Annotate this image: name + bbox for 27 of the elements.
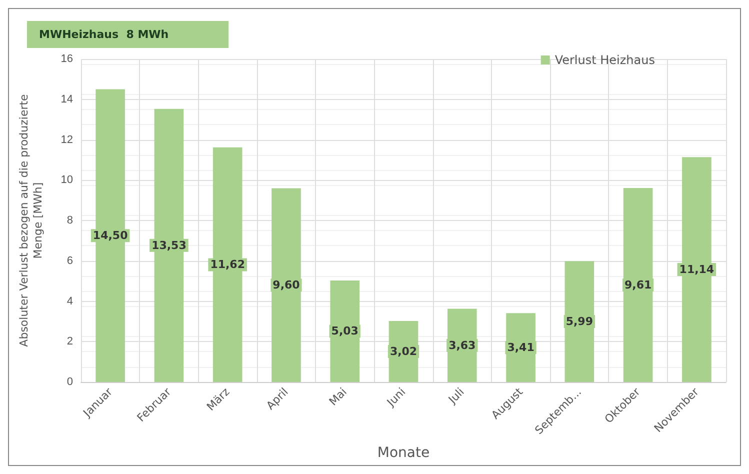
data-label: 9,60 xyxy=(272,278,300,292)
data-label: 3,02 xyxy=(390,345,418,358)
x-axis-title: Monate xyxy=(377,445,430,461)
legend-label: Verlust Heizhaus xyxy=(554,53,656,67)
y-tick-label: 2 xyxy=(66,336,73,348)
data-label: 5,99 xyxy=(566,315,593,328)
y-tick-label: 12 xyxy=(60,134,73,146)
bar xyxy=(272,188,301,382)
data-label: 5,03 xyxy=(331,324,358,338)
y-axis-title: Absoluter Verlust bezogen auf die produzierte Menge [MWh] xyxy=(18,94,44,347)
x-tick-label: Mai xyxy=(326,385,350,408)
y-tick-label: 8 xyxy=(66,214,73,226)
y-tick-label: 14 xyxy=(60,93,73,106)
data-label: 11,62 xyxy=(210,258,245,272)
chart-title: MWHeizhaus 8 MWh xyxy=(39,28,169,41)
y-tick-label: 4 xyxy=(66,295,73,308)
data-label: 11,14 xyxy=(679,263,714,276)
y-tick-label: 6 xyxy=(66,254,73,267)
y-tick-label: 10 xyxy=(60,174,73,186)
data-label: 9,61 xyxy=(624,278,652,292)
y-tick-label: 0 xyxy=(66,376,73,388)
data-label: 14,50 xyxy=(92,229,128,242)
data-label: 3,63 xyxy=(448,338,476,352)
y-tick-label: 16 xyxy=(60,53,73,65)
data-label: 13,53 xyxy=(152,238,186,252)
bar xyxy=(623,188,653,382)
data-label: 3,41 xyxy=(507,341,534,354)
